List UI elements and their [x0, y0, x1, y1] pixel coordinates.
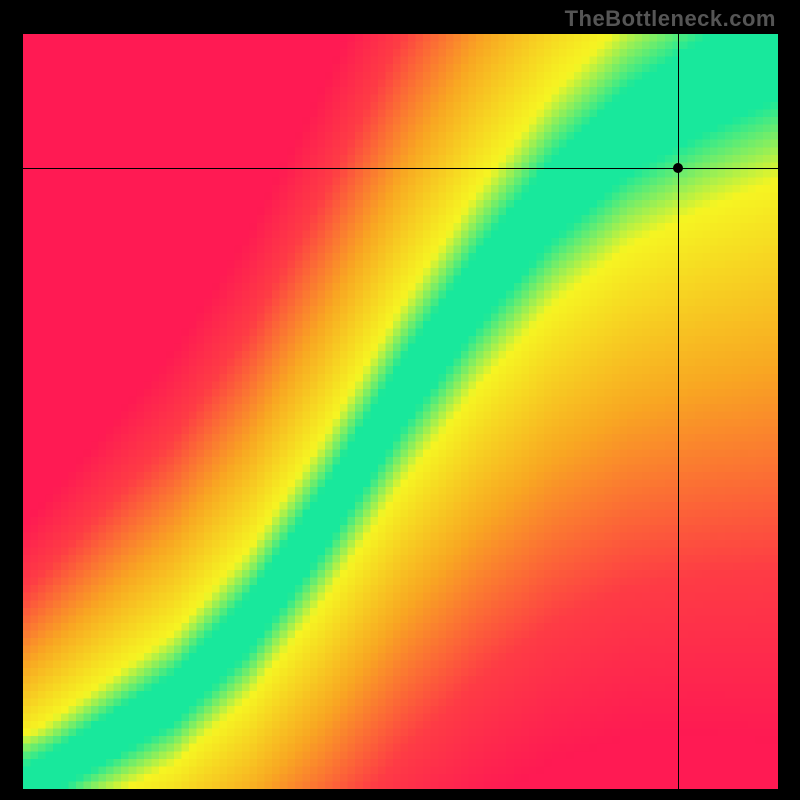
crosshair-vertical [678, 34, 679, 789]
bottleneck-heatmap [23, 34, 778, 789]
page-root: TheBottleneck.com [0, 0, 800, 800]
crosshair-horizontal [23, 168, 778, 169]
watermark-text: TheBottleneck.com [565, 6, 776, 32]
crosshair-marker [673, 163, 683, 173]
